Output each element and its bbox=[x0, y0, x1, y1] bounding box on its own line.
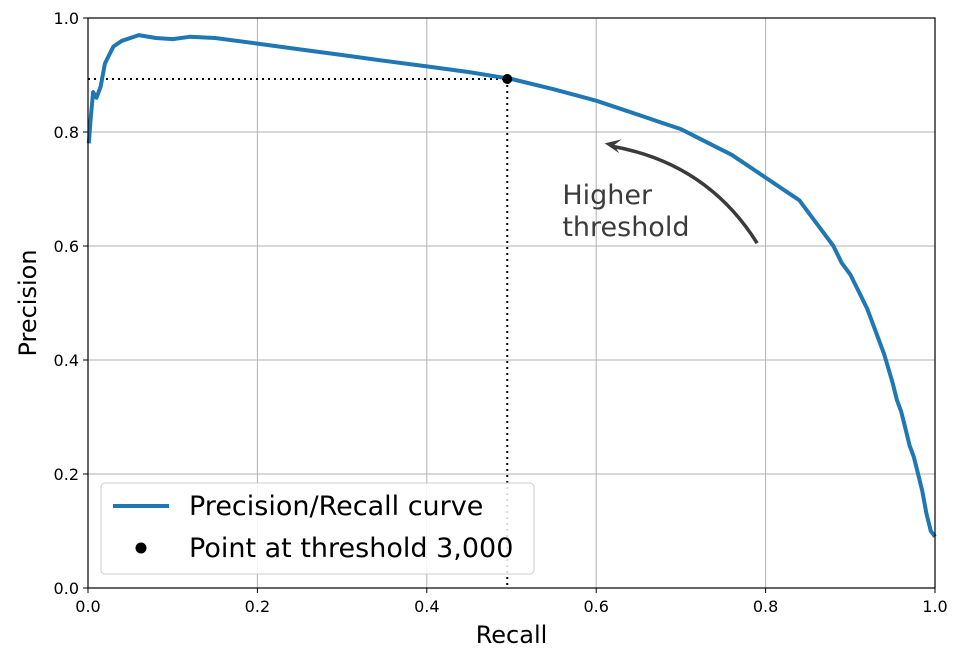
threshold-guides bbox=[88, 77, 509, 588]
series-line-precision-recall bbox=[86, 33, 937, 538]
legend-entry-curve: Precision/Recall curve bbox=[189, 491, 483, 522]
highlight-point-layer bbox=[502, 73, 513, 84]
x-tick-label-0: 0.0 bbox=[75, 597, 100, 616]
annotation-text-line-2: threshold bbox=[562, 212, 689, 243]
legend-entry-point: Point at threshold 3,000 bbox=[189, 533, 513, 564]
axis-ticks: 0.0 0.2 0.4 0.6 0.8 1.0 0.0 0.2 0.4 0.6 0.8 1.0 bbox=[54, 9, 948, 616]
legend-box bbox=[100, 482, 535, 575]
series-layer bbox=[86, 33, 937, 538]
legend-point-swatch bbox=[135, 542, 147, 554]
y-axis-label: Precision bbox=[14, 249, 42, 356]
x-tick-label-1: 0.2 bbox=[245, 597, 270, 616]
annotation-arrowhead bbox=[604, 139, 622, 154]
x-tick-label-3: 0.6 bbox=[583, 597, 608, 616]
threshold-point bbox=[502, 73, 513, 84]
y-tick-label-5: 1.0 bbox=[54, 9, 79, 28]
y-tick-label-2: 0.4 bbox=[54, 351, 79, 370]
annotation-layer: Higher threshold bbox=[562, 139, 759, 245]
y-tick-label-3: 0.6 bbox=[54, 237, 79, 256]
plot-frame bbox=[87, 17, 936, 589]
grid bbox=[88, 18, 935, 588]
legend: Precision/Recall curve Point at threshol… bbox=[100, 482, 535, 575]
y-tick-label-1: 0.2 bbox=[54, 465, 79, 484]
annotation-text-line-1: Higher bbox=[562, 180, 653, 211]
y-tick-label-4: 0.8 bbox=[54, 123, 79, 142]
x-tick-label-4: 0.8 bbox=[753, 597, 778, 616]
annotation-arrow bbox=[612, 144, 759, 245]
x-tick-label-2: 0.4 bbox=[414, 597, 439, 616]
x-tick-label-5: 1.0 bbox=[922, 597, 947, 616]
x-axis-label: Recall bbox=[476, 621, 548, 649]
y-tick-label-0: 0.0 bbox=[54, 579, 79, 598]
